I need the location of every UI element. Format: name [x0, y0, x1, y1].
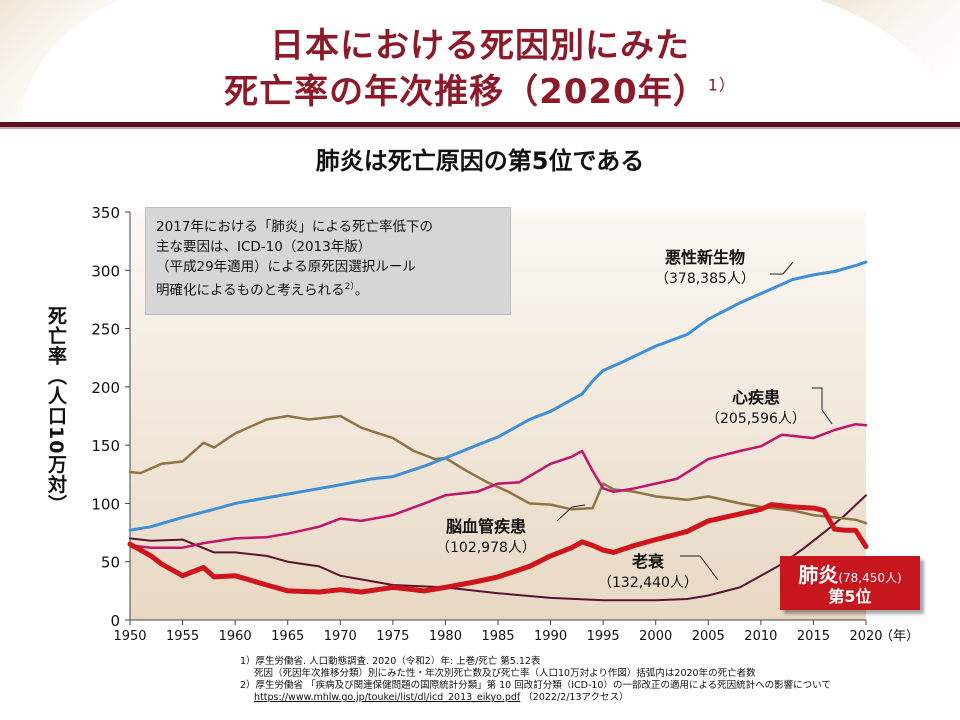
cancer-leader	[770, 261, 794, 275]
x-tick-label: 2020	[849, 629, 882, 644]
series-line-heart	[128, 422, 868, 549]
stroke-label: 脳血管疾患	[445, 517, 526, 536]
x-tick-label: 1970	[324, 629, 357, 644]
heart-label: 心疾患	[731, 388, 780, 407]
pneumonia-callout: 肺炎(78,450人) 第5位	[780, 556, 920, 610]
x-tick-label: 1995	[587, 629, 620, 644]
note-line: 主な要因は、ICD-10（2013年版）	[156, 239, 372, 255]
note-box: 2017年における「肺炎」による死亡率低下の 主な要因は、ICD-10（2013…	[145, 207, 511, 315]
y-tick-label: 250	[91, 321, 120, 339]
senility-count: （132,440人）	[598, 575, 698, 591]
pneumonia-callout-line: 肺炎(78,450人)	[780, 559, 920, 588]
slide-title-line1: 日本における死因別にみた	[270, 26, 690, 66]
x-tick-label: 1960	[219, 629, 252, 644]
senility-leader	[680, 555, 719, 581]
senility-label: 老衰	[631, 552, 664, 571]
y-tick-label: 150	[91, 437, 120, 455]
cancer-annotation: 悪性新生物 （378,385人）	[655, 244, 755, 288]
y-axis-label: 死亡率（人口10万対）	[45, 306, 67, 515]
y-tick-label: 300	[91, 262, 120, 280]
x-tick-label: 1955	[166, 629, 199, 644]
pneumonia-rank: 第5位	[828, 587, 872, 606]
heart-count: （205,596人）	[706, 411, 806, 427]
cancer-count: （378,385人）	[655, 271, 755, 287]
reference-2-link[interactable]: https://www.mhlw.go.jp/toukei/list/dl/ic…	[254, 692, 521, 703]
y-tick-label: 50	[101, 554, 120, 572]
reference-2: 2）厚生労働省 「疾病及び関連保健問題の国際統計分類」第 10 回改訂分類（IC…	[240, 680, 831, 691]
note-line: 2017年における「肺炎」による死亡率低下の	[156, 219, 433, 235]
series-line-stroke	[128, 414, 868, 525]
x-tick-label: 1975	[376, 629, 409, 644]
stroke-count: （102,978人）	[436, 540, 536, 556]
stroke-annotation: 脳血管疾患 （102,978人）	[436, 513, 536, 557]
x-tick-label: 1985	[481, 629, 514, 644]
note-line: 明確化によるものと考えられる	[156, 282, 345, 299]
reference-2-url-line: https://www.mhlw.go.jp/toukei/list/dl/ic…	[240, 692, 956, 704]
note-line: （平成29年適用）による原死因選択ルール	[156, 259, 416, 275]
x-tick-label: 2010	[744, 629, 777, 644]
x-tick-label: 2015	[797, 629, 830, 644]
stroke-leader	[556, 504, 586, 522]
y-tick-label: 100	[91, 495, 120, 513]
subtitle: 肺炎は死亡原因の第5位である	[315, 147, 645, 175]
title-reference-mark: 1）	[707, 75, 736, 95]
y-tick-label: 350	[91, 204, 120, 222]
heart-leader	[812, 387, 833, 425]
series-line-pneumonia	[127, 502, 869, 595]
note-period: 。	[354, 282, 369, 299]
slide-title-line2: 死亡率の年次推移（2020年）1）	[0, 64, 960, 113]
heart-annotation: 心疾患 （205,596人）	[706, 384, 806, 428]
x-axis-label: （年）	[880, 629, 919, 644]
reference-2-access-date: （2022/2/13アクセス）	[523, 692, 629, 703]
x-tick-label: 2005	[692, 629, 725, 644]
x-tick-label: 2000	[639, 629, 672, 644]
note-line-last: 明確化によるものと考えられる2）。	[156, 277, 500, 301]
x-tick-label: 1990	[534, 629, 567, 644]
reference-1-detail: 死因（死因年次推移分類）別にみた性・年次別死亡数及び死亡率（人口10万対より作図…	[254, 668, 756, 679]
references: 1）厚生労働省. 人口動態調査. 2020（令和2）年: 上巻/死亡 第5.12…	[240, 656, 956, 704]
y-tick-label: 200	[91, 379, 120, 397]
x-tick-label: 1965	[271, 629, 304, 644]
reference-1: 1）厚生労働省. 人口動態調査. 2020（令和2）年: 上巻/死亡 第5.12…	[240, 656, 541, 667]
y-tick-label: 0	[110, 612, 120, 630]
note-reference-mark: 2）	[344, 282, 355, 292]
senility-annotation: 老衰 （132,440人）	[598, 548, 698, 592]
x-tick-label: 1950	[113, 629, 146, 644]
series-line-cancer	[128, 260, 868, 532]
pneumonia-count: (78,450人)	[838, 571, 902, 585]
pneumonia-label: 肺炎	[798, 563, 839, 587]
x-tick-label: 1980	[429, 629, 462, 644]
slide-title-line2-text: 死亡率の年次推移（2020年）	[224, 72, 708, 112]
cancer-label: 悪性新生物	[664, 248, 745, 267]
